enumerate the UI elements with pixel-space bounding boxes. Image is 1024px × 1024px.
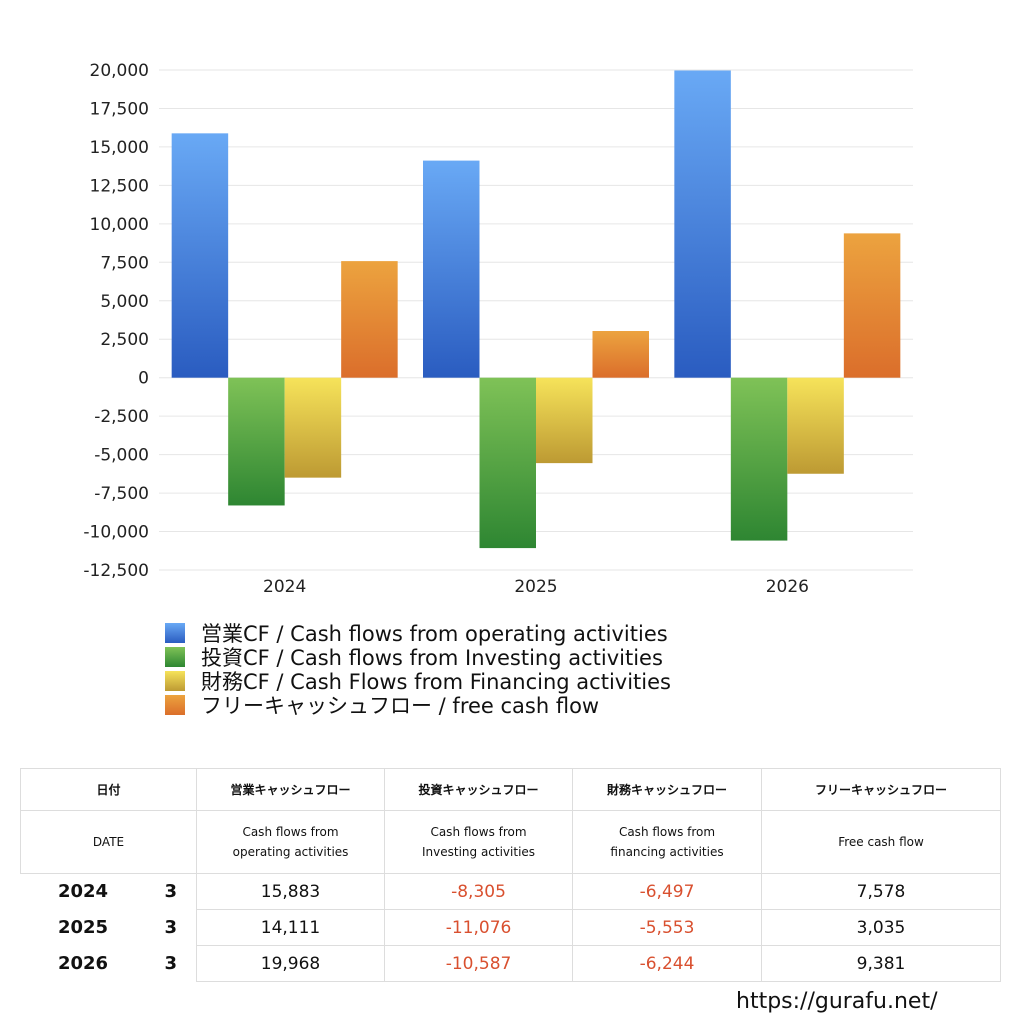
row-investing: -11,076 <box>384 909 574 946</box>
y-tick-label: 10,000 <box>90 215 149 235</box>
row-operating: 14,111 <box>196 909 386 946</box>
y-tick-label: -12,500 <box>83 561 149 581</box>
legend-swatch-operating <box>165 623 185 643</box>
row-year: 2025 <box>57 917 109 938</box>
row-investing: -8,305 <box>384 873 574 910</box>
x-tick-label: 2026 <box>766 577 809 597</box>
row-investing: -10,587 <box>384 945 574 982</box>
header-financing-en-line2: financing activities <box>610 845 724 859</box>
header-date-en: DATE <box>19 810 198 874</box>
row-financing: -5,553 <box>572 909 763 946</box>
x-tick-label: 2025 <box>514 577 557 597</box>
legend-item-operating: 営業CF / Cash flows from operating activit… <box>165 621 671 646</box>
header-date-jp: 日付 <box>19 768 198 811</box>
header-investing-en-line2: Investing activities <box>421 845 536 859</box>
x-tick-label: 2024 <box>263 577 306 597</box>
header-financing-en-line1: Cash flows from <box>618 825 716 839</box>
bar-2025-series-1 <box>423 160 480 378</box>
row-financing: -6,497 <box>572 873 763 910</box>
y-tick-label: 2,500 <box>100 330 149 350</box>
chart-legend: 営業CF / Cash flows from operating activit… <box>165 621 671 718</box>
header-operating-en-line1: Cash flows from <box>242 825 339 839</box>
table-row: 2025 3 14,111 -11,076 -5,553 3,035 <box>21 909 1002 946</box>
y-tick-label: -7,500 <box>94 484 149 504</box>
y-tick-label: -5,000 <box>94 446 149 466</box>
row-year: 2024 <box>57 881 109 903</box>
row-free: 3,035 <box>761 909 1002 946</box>
row-free: 9,381 <box>761 945 1002 982</box>
legend-label-operating: 営業CF / Cash flows from operating activit… <box>201 622 668 646</box>
header-operating-jp: 営業キャッシュフロー <box>196 768 386 811</box>
header-financing-jp: 財務キャッシュフロー <box>572 768 763 811</box>
legend-label-financing: 財務CF / Cash Flows from Financing activit… <box>201 670 671 694</box>
header-investing-jp: 投資キャッシュフロー <box>384 768 574 811</box>
row-month: 3 <box>145 873 198 910</box>
row-year: 2026 <box>57 953 109 974</box>
row-operating: 19,968 <box>196 945 386 982</box>
bar-2026-series-3 <box>787 377 844 474</box>
row-operating: 15,883 <box>196 873 386 910</box>
header-investing-en-line1: Cash flows from <box>430 825 527 839</box>
x-axis-ticks: 2024 2025 2026 <box>263 577 809 597</box>
header-free-en: Free cash flow <box>761 810 1002 874</box>
header-operating-en-line2: operating activities <box>232 845 349 859</box>
legend-swatch-investing <box>165 647 185 667</box>
y-tick-label: 20,000 <box>90 61 149 81</box>
y-tick-label: 5,000 <box>100 292 149 312</box>
y-tick-label: -10,000 <box>83 523 149 543</box>
legend-item-free: フリーキャッシュフロー / free cash flow <box>165 693 671 718</box>
bar-2024-series-4 <box>341 261 398 378</box>
legend-label-investing: 投資CF / Cash flows from Investing activit… <box>201 646 663 670</box>
table-header-en: DATE Cash flows from operating activitie… <box>19 810 1002 874</box>
header-free-jp: フリーキャッシュフロー <box>761 768 1002 811</box>
y-tick-label: 0 <box>138 369 149 389</box>
bars <box>171 70 901 549</box>
site-url[interactable]: https://gurafu.net/ <box>736 989 938 1014</box>
y-axis-ticks: 20,000 17,500 15,000 12,500 10,000 7,500 5,000… <box>83 61 149 581</box>
bar-2026-series-2 <box>730 377 788 541</box>
table-row: 2024 3 15,883 -8,305 -6,497 7,578 <box>21 873 1002 910</box>
cash-flow-bar-chart: 20,000 17,500 15,000 12,500 10,000 7,500 5,000… <box>83 61 913 597</box>
bar-2025-series-4 <box>592 331 649 378</box>
y-tick-label: 7,500 <box>100 253 149 273</box>
table-row: 2026 3 19,968 -10,587 -6,244 9,381 <box>21 945 1002 982</box>
row-month: 3 <box>145 945 198 982</box>
row-month: 3 <box>145 909 198 946</box>
header-financing-en: Cash flows from financing activities <box>572 810 763 874</box>
legend-label-free: フリーキャッシュフロー / free cash flow <box>201 694 600 718</box>
row-free: 7,578 <box>761 873 1002 910</box>
y-tick-label: 15,000 <box>90 138 149 158</box>
bar-2024-series-1 <box>171 133 229 378</box>
cash-flow-table: 日付 営業キャッシュフロー 投資キャッシュフロー 財務キャッシュフロー フリーキ… <box>19 768 1002 982</box>
legend-item-investing: 投資CF / Cash flows from Investing activit… <box>165 645 671 670</box>
legend-swatch-free <box>165 695 185 715</box>
header-operating-en: Cash flows from operating activities <box>196 810 386 874</box>
legend-item-financing: 財務CF / Cash Flows from Financing activit… <box>165 669 671 694</box>
table-header-jp: 日付 営業キャッシュフロー 投資キャッシュフロー 財務キャッシュフロー フリーキ… <box>19 768 1002 811</box>
bar-2024-series-3 <box>284 377 342 478</box>
bar-2024-series-2 <box>228 377 285 506</box>
bar-2026-series-4 <box>843 233 901 378</box>
header-investing-en: Cash flows from Investing activities <box>384 810 574 874</box>
bar-2025-series-2 <box>479 377 536 549</box>
y-tick-label: 17,500 <box>90 99 149 119</box>
row-financing: -6,244 <box>572 945 763 982</box>
y-tick-label: -2,500 <box>94 407 149 427</box>
bar-2026-series-1 <box>674 70 731 378</box>
y-tick-label: 12,500 <box>90 176 149 196</box>
bar-2025-series-3 <box>536 377 593 464</box>
legend-swatch-financing <box>165 671 185 691</box>
